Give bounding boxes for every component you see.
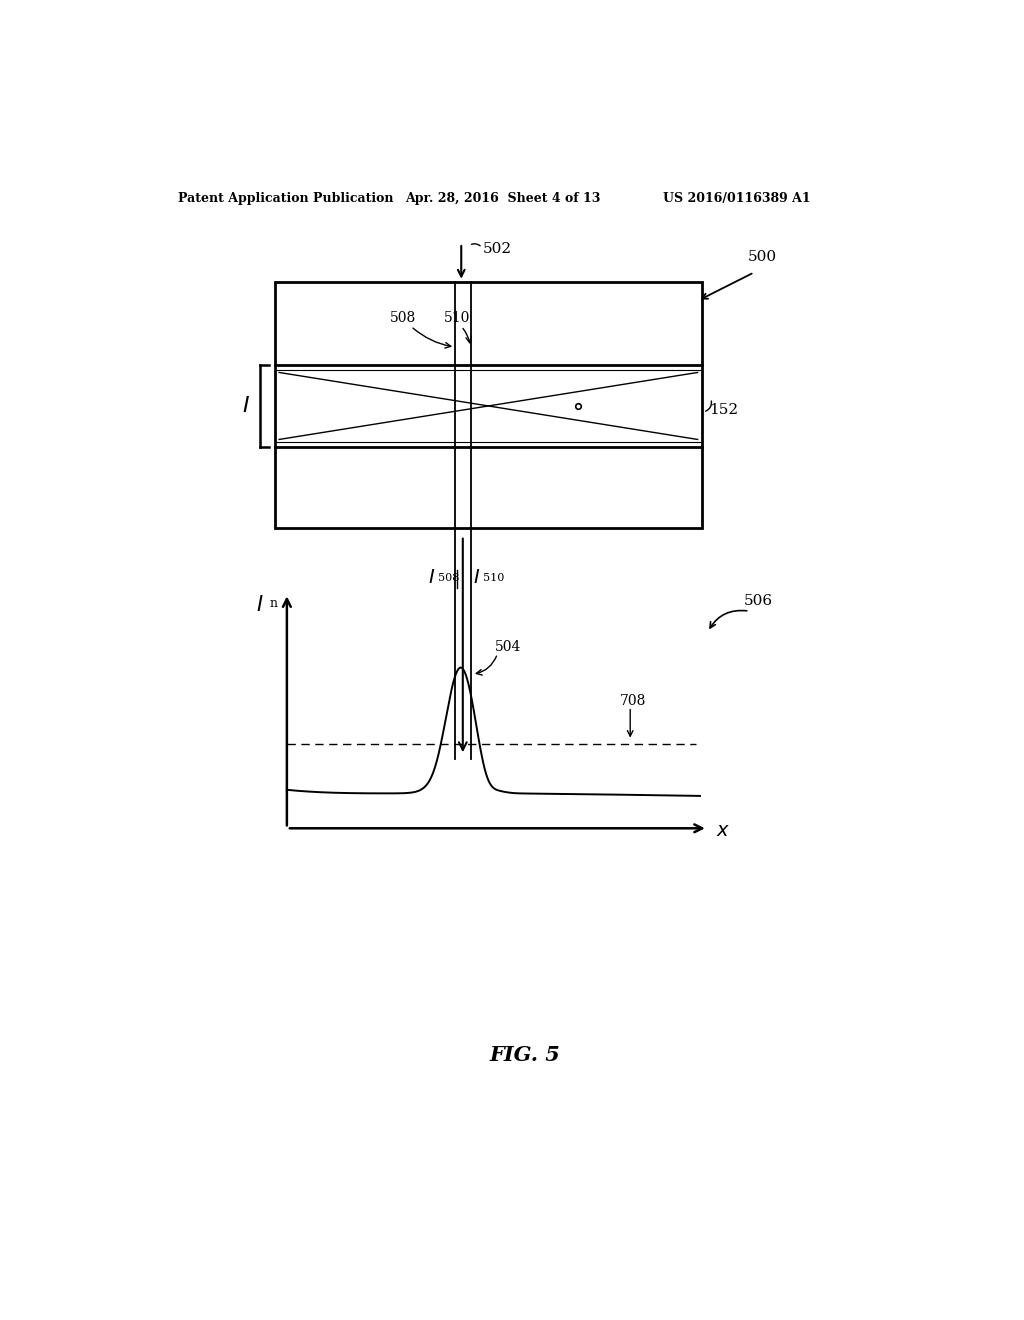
Text: $\mathit{I}$: $\mathit{I}$	[473, 569, 480, 587]
Text: n: n	[270, 598, 278, 610]
Text: $\mathit{I}$: $\mathit{I}$	[242, 395, 250, 417]
Text: FIG. 5: FIG. 5	[489, 1045, 560, 1065]
Text: 502: 502	[483, 243, 512, 256]
Text: 152: 152	[710, 403, 738, 417]
Text: 504: 504	[496, 640, 521, 655]
Text: 708: 708	[621, 694, 646, 709]
Text: $\mathit{I}$: $\mathit{I}$	[428, 569, 435, 587]
Text: Patent Application Publication: Patent Application Publication	[178, 191, 394, 205]
Text: US 2016/0116389 A1: US 2016/0116389 A1	[663, 191, 810, 205]
Text: 506: 506	[744, 594, 773, 609]
Bar	[275, 281, 701, 528]
Text: 508: 508	[390, 310, 416, 325]
Text: 510: 510	[483, 573, 505, 583]
Text: 510: 510	[444, 310, 471, 325]
Text: $\mathit{I}$: $\mathit{I}$	[256, 595, 263, 615]
Text: $\mathit{x}$: $\mathit{x}$	[716, 821, 730, 840]
Text: 500: 500	[748, 249, 777, 264]
Text: Apr. 28, 2016  Sheet 4 of 13: Apr. 28, 2016 Sheet 4 of 13	[406, 191, 601, 205]
Text: 508: 508	[438, 573, 460, 583]
